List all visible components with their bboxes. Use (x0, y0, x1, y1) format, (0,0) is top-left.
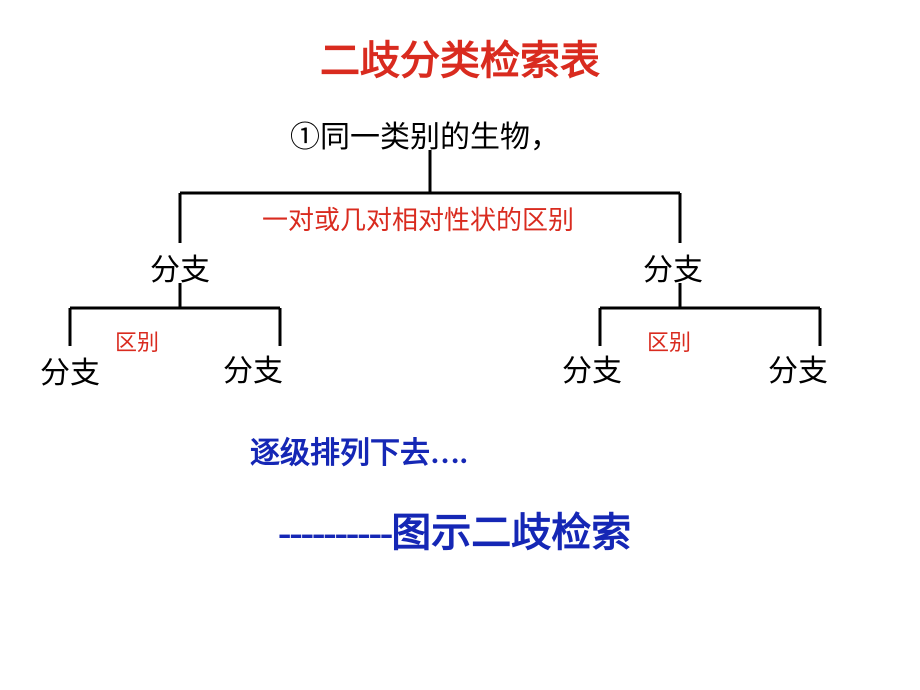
leaf-4: 分支 (768, 346, 828, 390)
branch-left: 分支 (150, 245, 210, 289)
branch-right: 分支 (643, 245, 703, 289)
leaf-3: 分支 (562, 346, 622, 390)
leaf-2: 分支 (223, 346, 283, 390)
root-node-label: ①同一类别的生物， (290, 112, 560, 156)
diff-right-label: 区别 (647, 325, 691, 357)
footer-dashes: ---------- (278, 510, 391, 555)
page-title: 二歧分类检索表 (0, 28, 920, 86)
footer-text: 图示二歧检索 (391, 510, 631, 555)
leaf-1: 分支 (40, 348, 100, 392)
mid-caption: 一对或几对相对性状的区别 (262, 200, 574, 237)
footer-line: ----------图示二歧检索 (278, 500, 631, 558)
diff-left-label: 区别 (115, 325, 159, 357)
continue-text: 逐级排列下去…. (250, 428, 468, 472)
